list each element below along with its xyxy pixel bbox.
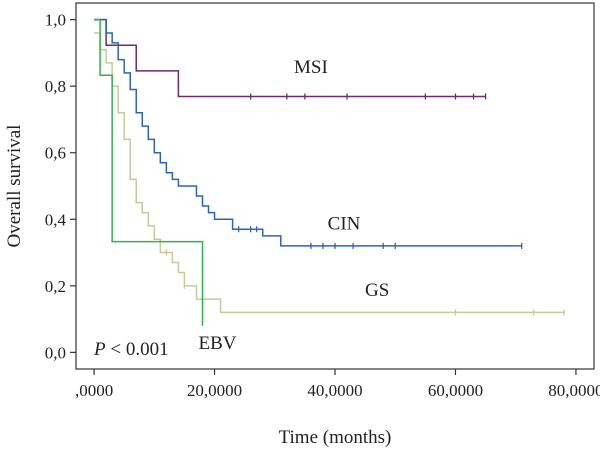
series-line-msi xyxy=(94,18,486,98)
p-value-symbol: P xyxy=(93,339,106,360)
y-axis: 0,0 0,2 0,4 0,6 0,8 1,0 xyxy=(45,11,76,362)
x-tick-label: 20,0000 xyxy=(187,381,242,400)
series-label-msi: MSI xyxy=(294,57,328,78)
x-tick-label: 80,0000 xyxy=(548,381,600,400)
plot-frame xyxy=(75,2,595,370)
series-label-ebv: EBV xyxy=(199,333,237,354)
x-axis: ,0000 20,0000 40,0000 60,0000 80,0000 xyxy=(75,369,600,400)
series-label-cin: CIN xyxy=(328,213,361,234)
y-axis-label: Overall survival xyxy=(4,125,25,248)
x-axis-label: Time (months) xyxy=(279,427,392,448)
series-line-cin xyxy=(94,18,522,247)
y-tick-label: 0,2 xyxy=(45,277,66,296)
p-value-text: < 0.001 xyxy=(106,339,169,360)
y-tick-label: 1,0 xyxy=(45,11,66,30)
x-tick-label: 60,0000 xyxy=(428,381,483,400)
series-line-gs xyxy=(94,32,564,314)
series-labels: MSI CIN GS EBV xyxy=(199,57,390,354)
p-value-annotation: P < 0.001 xyxy=(93,339,169,360)
x-tick-label: ,0000 xyxy=(75,381,113,400)
x-tick-label: 40,0000 xyxy=(307,381,362,400)
series-layer xyxy=(94,18,565,326)
y-tick-label: 0,6 xyxy=(45,144,66,163)
y-tick-label: 0,4 xyxy=(45,210,67,229)
y-tick-label: 0,0 xyxy=(45,343,66,362)
series-line-ebv xyxy=(94,18,204,326)
series-label-gs: GS xyxy=(365,280,389,301)
y-tick-label: 0,8 xyxy=(45,77,66,96)
